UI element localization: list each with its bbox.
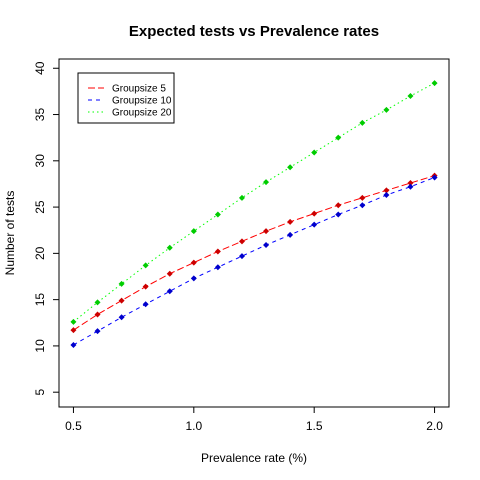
x-tick-label: 0.5 (65, 419, 82, 433)
series-line-1 (73, 175, 435, 331)
data-point (94, 299, 101, 306)
y-tick-label: 30 (33, 154, 47, 168)
data-point (94, 328, 101, 335)
data-point (311, 149, 318, 156)
y-tick-label: 20 (33, 246, 47, 260)
y-tick-label: 40 (33, 61, 47, 75)
series-line-2 (73, 177, 435, 346)
x-axis: 0.5 1.0 1.5 2.0 (65, 407, 443, 433)
data-point (70, 341, 77, 348)
data-point (431, 80, 438, 87)
data-point (190, 259, 197, 266)
data-point (359, 202, 366, 209)
data-point (407, 180, 414, 187)
series-lines (73, 82, 435, 346)
data-point (94, 311, 101, 318)
data-point (214, 264, 221, 271)
data-point (383, 187, 390, 194)
data-point (359, 119, 366, 126)
data-point (238, 238, 245, 245)
plot-frame (58, 58, 450, 408)
legend-label: Groupsize 20 (112, 108, 172, 119)
data-point (214, 211, 221, 218)
data-point (383, 106, 390, 113)
x-axis-label: Prevalence rate (%) (201, 451, 307, 465)
series-points (70, 80, 438, 348)
data-point (118, 280, 125, 287)
x-tick-label: 2.0 (426, 419, 443, 433)
legend-label: Groupsize 10 (112, 96, 172, 107)
y-tick-label: 25 (33, 200, 47, 214)
data-point (142, 283, 149, 290)
y-tick-label: 15 (33, 293, 47, 307)
data-point (166, 244, 173, 251)
x-tick-label: 1.5 (306, 419, 323, 433)
data-point (190, 228, 197, 235)
data-point (335, 211, 342, 218)
legend-label: Groupsize 5 (112, 84, 166, 95)
data-point (70, 318, 77, 325)
legend-box (77, 72, 175, 124)
data-point (142, 262, 149, 269)
data-point (118, 297, 125, 304)
data-point (263, 179, 270, 186)
data-point (166, 270, 173, 277)
data-point (238, 253, 245, 260)
data-point (359, 194, 366, 201)
y-tick-label: 35 (33, 108, 47, 122)
y-tick-label: 10 (33, 339, 47, 353)
data-point (407, 93, 414, 100)
data-point (118, 314, 125, 321)
data-point (190, 275, 197, 282)
data-point (166, 288, 173, 295)
data-point (287, 218, 294, 225)
data-point (335, 134, 342, 141)
data-point (431, 174, 438, 181)
data-point (311, 210, 318, 217)
data-point (287, 164, 294, 171)
y-tick-label: 5 (33, 389, 47, 396)
data-point (142, 301, 149, 308)
chart-title: Expected tests vs Prevalence rates (129, 23, 379, 40)
data-point (287, 231, 294, 238)
data-point (407, 183, 414, 190)
x-tick-label: 1.0 (185, 419, 202, 433)
data-point (383, 192, 390, 199)
data-point (335, 202, 342, 209)
y-axis-label: Number of tests (3, 191, 17, 276)
data-point (263, 242, 270, 249)
data-point (70, 327, 77, 334)
data-point (311, 221, 318, 228)
data-point (238, 194, 245, 201)
data-point (214, 248, 221, 255)
y-axis: 5 10 15 20 25 30 35 40 (33, 61, 59, 396)
series-line-3 (73, 82, 435, 323)
data-point (263, 228, 270, 235)
